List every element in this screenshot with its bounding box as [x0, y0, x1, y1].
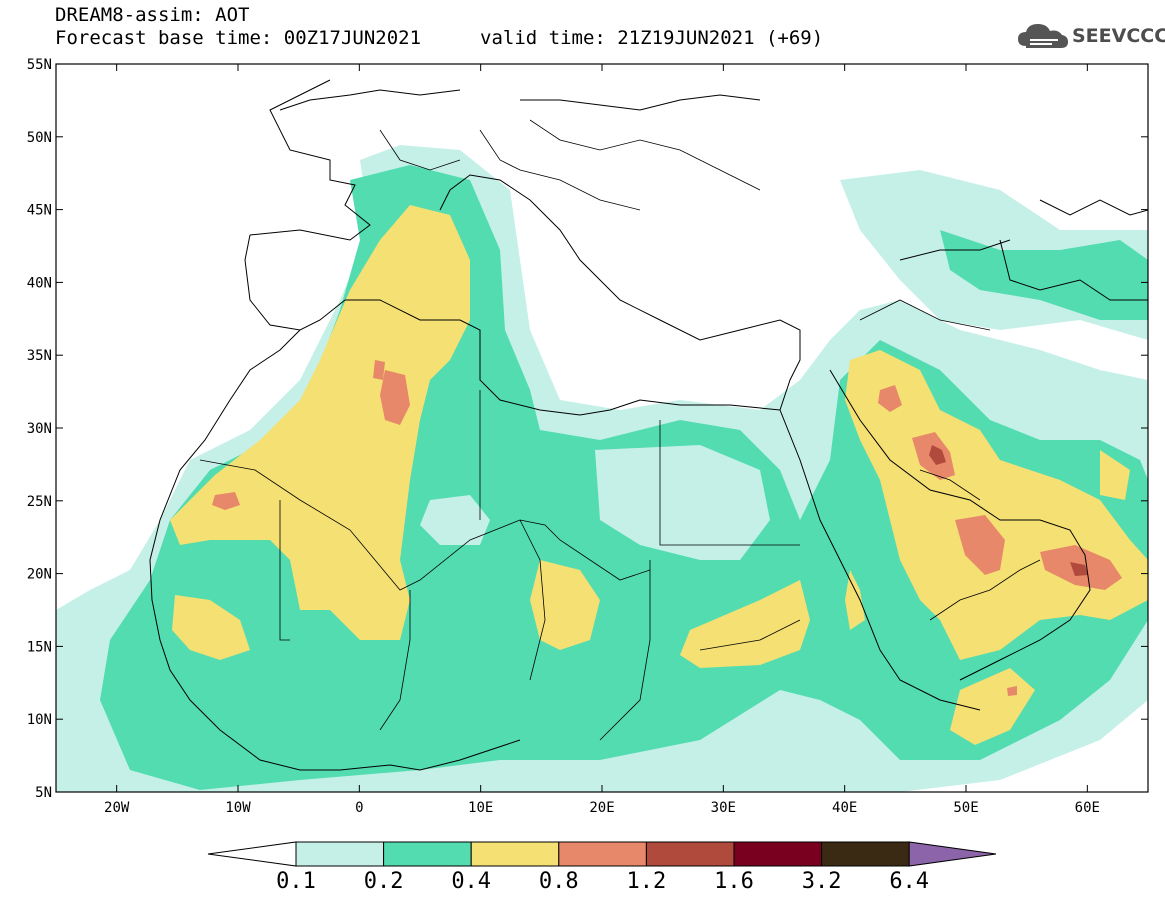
lat-tick-label: 35N: [27, 348, 52, 364]
lat-tick-label: 40N: [27, 275, 52, 291]
forecast-base-time: Forecast base time: 00Z17JUN2021: [55, 27, 422, 49]
lon-tick-label: 40E: [832, 800, 857, 816]
colorbar-label: 0.8: [539, 869, 579, 894]
lat-tick-label: 5N: [35, 785, 52, 801]
lon-tick-label: 0: [355, 800, 363, 816]
lat-tick-label: 45N: [27, 203, 52, 219]
colorbar-swatch: [821, 841, 910, 867]
colorbar-swatch: [470, 841, 560, 867]
coastlines: [149, 79, 1148, 771]
lon-tick-label: 20E: [589, 800, 614, 816]
aot-low-patch-egypt: [595, 445, 770, 560]
aot-contour-1-2: [929, 445, 1088, 576]
seevccc-logo: SEEVCCC: [1016, 20, 1165, 56]
lat-tick-label: 10N: [27, 712, 52, 728]
colorbar-label: 0.2: [364, 869, 404, 894]
colorbar-swatch: [295, 841, 385, 867]
lat-tick-label: 55N: [27, 57, 52, 73]
lon-tick-label: 50E: [953, 800, 978, 816]
lon-tick-label: 10W: [225, 800, 251, 816]
colorbar-swatch: [383, 841, 472, 867]
colorbar-label: 0.1: [276, 869, 316, 894]
map-title: DREAM8-assim: AOT: [55, 4, 250, 26]
aot-low-patch-libya: [420, 495, 490, 545]
lat-tick-label: 30N: [27, 421, 52, 437]
lon-tick-label: 60E: [1075, 800, 1100, 816]
lat-tick-label: 50N: [27, 130, 52, 146]
lat-tick-label: 20N: [27, 567, 52, 583]
country-borders: [199, 119, 1041, 741]
colorbar-under-triangle: [207, 841, 297, 867]
lon-tick-label: 10E: [468, 800, 493, 816]
colorbar-swatch: [733, 841, 823, 867]
logo-text: SEEVCCC: [1072, 25, 1165, 47]
colorbar-swatch: [645, 841, 735, 867]
colorbar-swatch: [558, 841, 647, 867]
valid-time: valid time: 21Z19JUN2021 (+69): [480, 27, 824, 49]
lat-tick-label: 25N: [27, 494, 52, 510]
cloud-icon: [1018, 24, 1068, 48]
colorbar-label: 6.4: [889, 869, 929, 894]
lon-tick-label: 30E: [711, 800, 736, 816]
colorbar-label: 1.6: [714, 869, 754, 894]
map-axes: 55N 50N 45N 40N 35N 30N 25N 20N 15N 10N 5N 20W 10W 0 1…: [27, 57, 1148, 816]
colorbar-label: 0.4: [451, 869, 491, 894]
aot-field: [56, 145, 1148, 792]
lat-tick-label: 15N: [27, 639, 52, 655]
colorbar-label: 1.2: [627, 869, 667, 894]
lon-tick-label: 20W: [104, 800, 130, 816]
colorbar-label: 3.2: [802, 869, 842, 894]
colorbar-over-triangle: [908, 841, 997, 867]
